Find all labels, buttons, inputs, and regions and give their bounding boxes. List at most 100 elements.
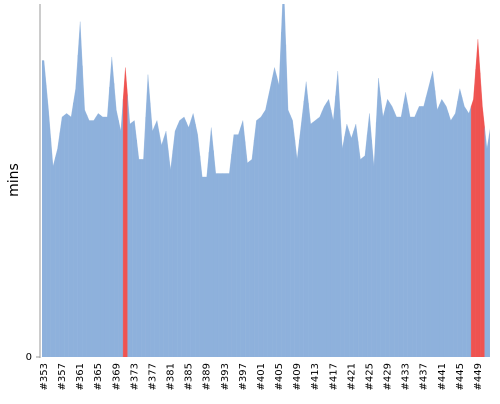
area-segment	[317, 111, 323, 357]
area-segment	[385, 98, 390, 357]
area-segment	[489, 128, 490, 357]
area-segment	[367, 113, 372, 357]
area-segment	[425, 79, 431, 357]
area-segment	[339, 109, 345, 357]
area-segment	[430, 71, 436, 357]
area-segment	[434, 90, 440, 357]
x-tick-label: #433	[401, 363, 412, 390]
area-segment	[186, 120, 192, 357]
area-segment	[104, 86, 110, 357]
area-segment	[263, 99, 268, 357]
area-segment	[141, 116, 146, 357]
x-tick-label: #409	[292, 363, 303, 390]
area-segment	[416, 106, 422, 357]
area-segment	[466, 106, 472, 357]
area-segment	[145, 74, 151, 357]
area-segment	[299, 101, 305, 357]
area-segment	[122, 67, 128, 357]
area-segment	[190, 112, 196, 357]
area-segment	[484, 127, 490, 357]
area-segment	[177, 118, 183, 357]
area-segment	[118, 99, 124, 357]
x-tick-label: #405	[274, 363, 285, 390]
x-tick-label: #449	[473, 363, 484, 390]
area-segment	[86, 115, 92, 357]
x-tick-label: #397	[238, 363, 249, 390]
area-segment	[267, 78, 273, 357]
area-segment	[281, 4, 286, 357]
x-tick-label: #389	[202, 363, 213, 390]
x-tick-label: #425	[364, 363, 375, 390]
x-tick-label: #445	[455, 363, 466, 390]
x-tick-label: #357	[57, 363, 68, 390]
area-segment	[290, 115, 296, 357]
area-segment	[357, 141, 363, 357]
area-segment	[127, 95, 133, 357]
area-segment	[240, 120, 246, 357]
area-segment	[217, 173, 223, 357]
x-tick-label: #381	[166, 363, 177, 390]
area-segment	[222, 173, 228, 357]
area-segment	[308, 102, 314, 357]
area-segment	[249, 139, 255, 357]
area-segment	[403, 92, 409, 357]
area-segment	[475, 39, 481, 357]
area-segment	[195, 123, 201, 357]
area-segment	[77, 21, 83, 357]
area-segment	[285, 44, 291, 357]
area-segment	[276, 32, 282, 357]
area-segment	[204, 152, 210, 357]
area-segment	[95, 113, 101, 357]
area-segment	[163, 131, 169, 357]
area-segment	[168, 150, 173, 357]
area-segment	[272, 67, 277, 357]
x-tick-label: #401	[256, 363, 267, 390]
area-segment	[82, 65, 88, 357]
x-tick-label: #385	[184, 363, 195, 390]
area-segment	[407, 104, 413, 357]
area-segment	[394, 111, 399, 357]
area-segment	[100, 114, 106, 357]
x-tick-label: #429	[383, 363, 394, 390]
area-segment	[470, 69, 476, 357]
area-segment	[113, 83, 119, 357]
y-axis-label: mins	[6, 163, 22, 197]
area-segment	[439, 98, 445, 357]
area-segment	[150, 102, 155, 357]
area-segment	[154, 119, 160, 357]
area-segment	[46, 85, 51, 357]
x-tick-label: #421	[346, 363, 357, 390]
area-segment	[421, 97, 427, 357]
x-tick-label: #437	[419, 363, 430, 390]
area-segment	[254, 118, 259, 357]
area-segment	[303, 81, 309, 357]
area-segment	[448, 113, 454, 357]
area-segment	[235, 127, 241, 357]
x-tick-label: #369	[111, 363, 122, 390]
x-tick-label: #417	[328, 363, 339, 390]
plot-area	[42, 4, 490, 357]
area-segment	[353, 123, 359, 357]
area-segment	[181, 116, 187, 357]
area-segment	[73, 55, 79, 357]
area-segment	[348, 131, 354, 357]
area-segment	[380, 97, 386, 357]
x-tick-label: #413	[310, 363, 321, 390]
area-segment	[461, 97, 467, 357]
area-segment	[457, 88, 463, 357]
area-segment	[226, 154, 232, 357]
area-segment	[55, 132, 60, 357]
area-segment	[172, 125, 178, 357]
x-tick-label: #441	[437, 363, 448, 390]
area-segment	[376, 78, 381, 357]
area-segment	[330, 95, 336, 357]
area-segment	[244, 141, 250, 357]
area-segment	[208, 127, 214, 357]
area-segment	[131, 120, 137, 357]
area-segment	[443, 102, 449, 357]
x-tick-label: #393	[220, 363, 231, 390]
x-tick-label: #373	[129, 363, 140, 390]
area-segment	[68, 102, 74, 357]
area-segment	[136, 139, 142, 357]
